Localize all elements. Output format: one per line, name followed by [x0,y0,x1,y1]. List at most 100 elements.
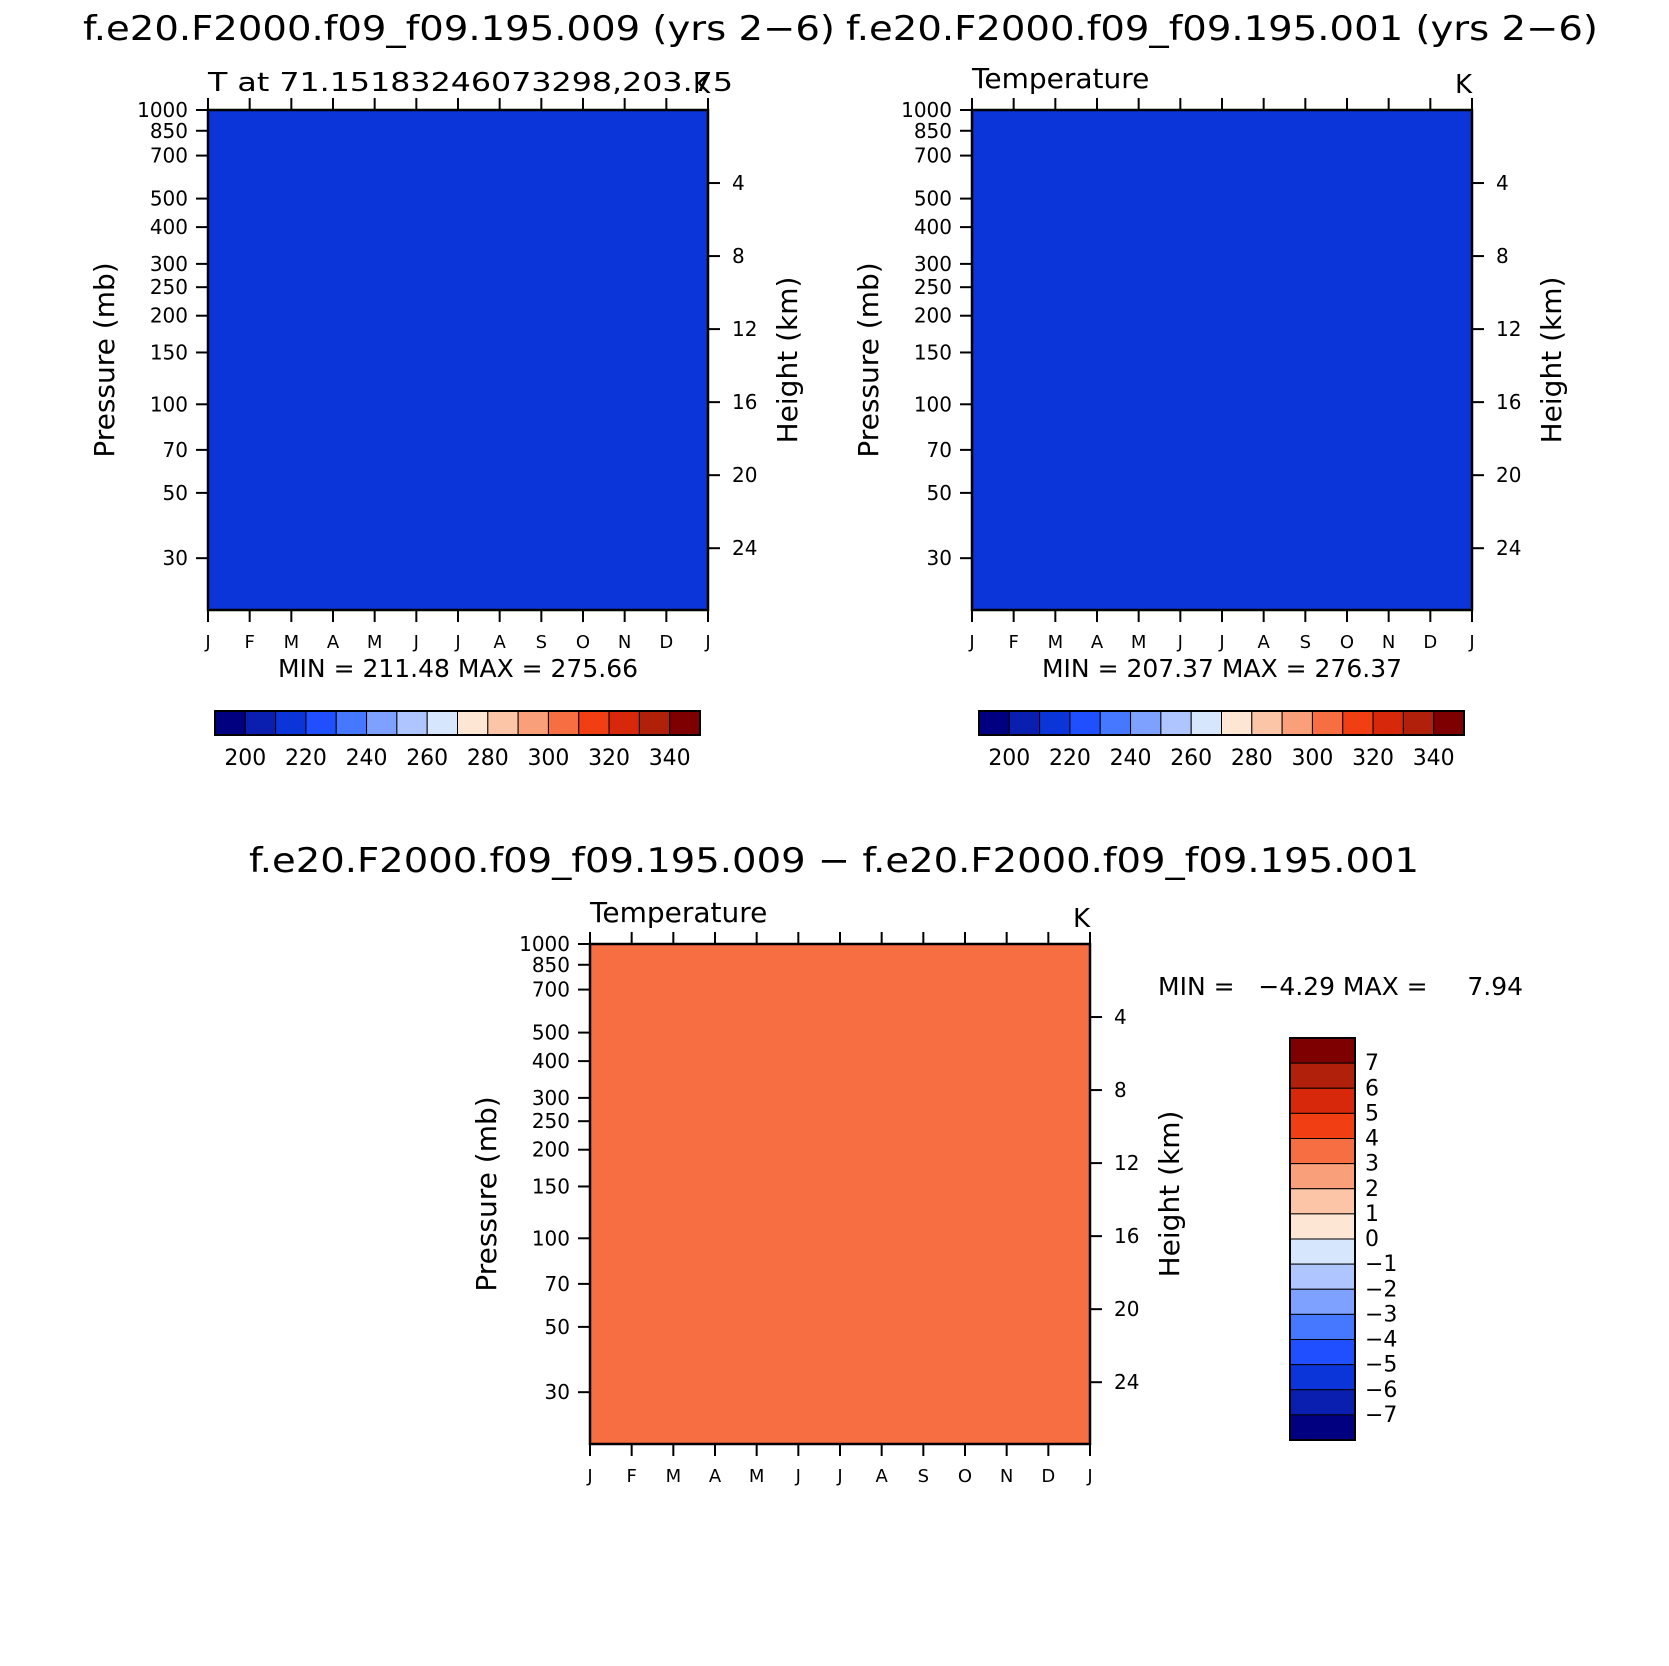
colorbar-label: 4 [1365,1127,1379,1152]
y-tick-label: 850 [150,119,188,143]
y-tick-label: 70 [545,1272,570,1296]
heatmap-case1 [208,110,708,610]
colorbar-label: 320 [588,746,630,771]
x-tick-label: J [454,632,460,653]
x-tick-label: J [1218,632,1224,653]
minmax-diff: MIN = −4.29 MAX = 7.94 [1158,972,1523,1001]
y-tick-label: 1000 [519,932,570,956]
colorbar-label: 280 [1231,746,1273,771]
colorbar-label: −2 [1365,1277,1397,1302]
y2-tick-label: 20 [1114,1297,1139,1321]
y2-tick-label: 20 [732,463,757,487]
ylabel-case2: Pressure (mb) [852,262,885,457]
colorbar-swatch [1008,710,1041,736]
x-tick-label: J [836,1466,842,1487]
colorbar-swatch [608,710,640,736]
colorbar-label: −1 [1365,1252,1397,1277]
left-label-case2: Temperature [971,62,1149,95]
x-tick-label: F [244,632,254,653]
colorbar-swatch [1342,710,1374,736]
y2label-case2: Height (km) [1535,277,1568,444]
colorbar-swatch [1372,710,1404,736]
colorbar-swatch [1099,710,1132,736]
colorbar-swatch [1433,710,1465,736]
panel-case2: f.e20.F2000.f09_f09.195.001 (yrs 2−6) Te… [846,9,1598,771]
minmax-case2: MIN = 207.37 MAX = 276.37 [1042,654,1402,683]
x-tick-label: S [1300,632,1311,653]
x-tick-label: F [1008,632,1018,653]
heatmap-background [208,110,708,610]
x-tick-label: J [413,632,419,653]
y-tick-label: 100 [914,392,952,416]
colorbar-swatch [426,710,458,736]
x-tick-label: D [1041,1466,1055,1487]
left-label-diff: Temperature [589,896,767,929]
y2-tick-label: 20 [1496,463,1521,487]
colorbar-swatch [1130,710,1162,736]
x-tick-label: D [659,632,673,653]
y2-tick-label: 24 [1496,536,1521,560]
colorbar-swatch [1289,1037,1356,1064]
y-tick-label: 1000 [901,98,952,122]
panel-diff: f.e20.F2000.f09_f09.195.009 − f.e20.F200… [249,841,1523,1487]
colorbar-label: 240 [1110,746,1152,771]
colorbar-swatch [1289,1414,1356,1441]
y2-tick-label: 24 [1114,1370,1139,1394]
left-label-case1: T at 71.15183246073298,203.75 [207,68,733,98]
colorbar-swatch [1039,710,1071,736]
x-tick-label: N [618,632,631,653]
colorbar-label: 0 [1365,1227,1379,1252]
y2label-diff: Height (km) [1153,1111,1186,1278]
colorbar-label: 5 [1365,1101,1379,1126]
y-tick-label: 850 [914,119,952,143]
colorbar-label: −7 [1365,1403,1397,1428]
x-tick-label: O [1340,632,1354,653]
colorbar-label: −6 [1365,1378,1397,1403]
y-tick-label: 700 [914,144,952,168]
colorbar-swatch [305,710,337,736]
colorbar-swatch [1289,1313,1356,1340]
right-label-case1: K [693,70,711,100]
colorbar-label: 300 [527,746,569,771]
heatmap-diff [590,944,1090,1444]
y2-tick-label: 8 [732,244,745,268]
y-tick-label: 250 [532,1109,570,1133]
colorbar-swatch [396,710,428,736]
y-tick-label: 50 [163,481,188,505]
right-label-diff: K [1073,904,1091,934]
y-tick-label: 50 [927,481,952,505]
right-label-case2: K [1455,70,1473,100]
colorbar-swatch [1289,1112,1356,1139]
y2-tick-label: 8 [1114,1078,1127,1102]
colorbar-swatch [1289,1087,1356,1114]
colorbar-swatch [1281,710,1313,736]
colorbar-swatch [1160,710,1192,736]
colorbar-swatch [244,710,277,736]
y2-axis-diff: 4 8 12 16 20 24 [1090,1005,1139,1394]
colorbar-swatch [1289,1138,1356,1165]
colorbar-label: 6 [1365,1076,1379,1101]
colorbar-label: 220 [285,746,327,771]
colorbar-swatch [214,710,246,736]
x-tick-label: J [1086,1466,1092,1487]
y-tick-label: 500 [532,1021,570,1045]
colorbar-swatch [366,710,398,736]
colorbar-swatch [1289,1288,1356,1315]
x-tick-label: M [1048,632,1064,653]
x-tick-label: O [576,632,590,653]
y-tick-label: 200 [914,304,952,328]
y2-tick-label: 4 [1496,171,1509,195]
panel-case1: f.e20.F2000.f09_f09.195.009 (yrs 2−6) T … [83,9,835,771]
colorbar-swatch [457,710,489,736]
y-tick-label: 500 [914,187,952,211]
colorbar-frame [1289,1037,1356,1441]
y2-tick-label: 24 [732,536,757,560]
x-tick-label: A [494,632,507,653]
colorbar-swatch [1251,710,1283,736]
colorbar-swatch [275,710,307,736]
